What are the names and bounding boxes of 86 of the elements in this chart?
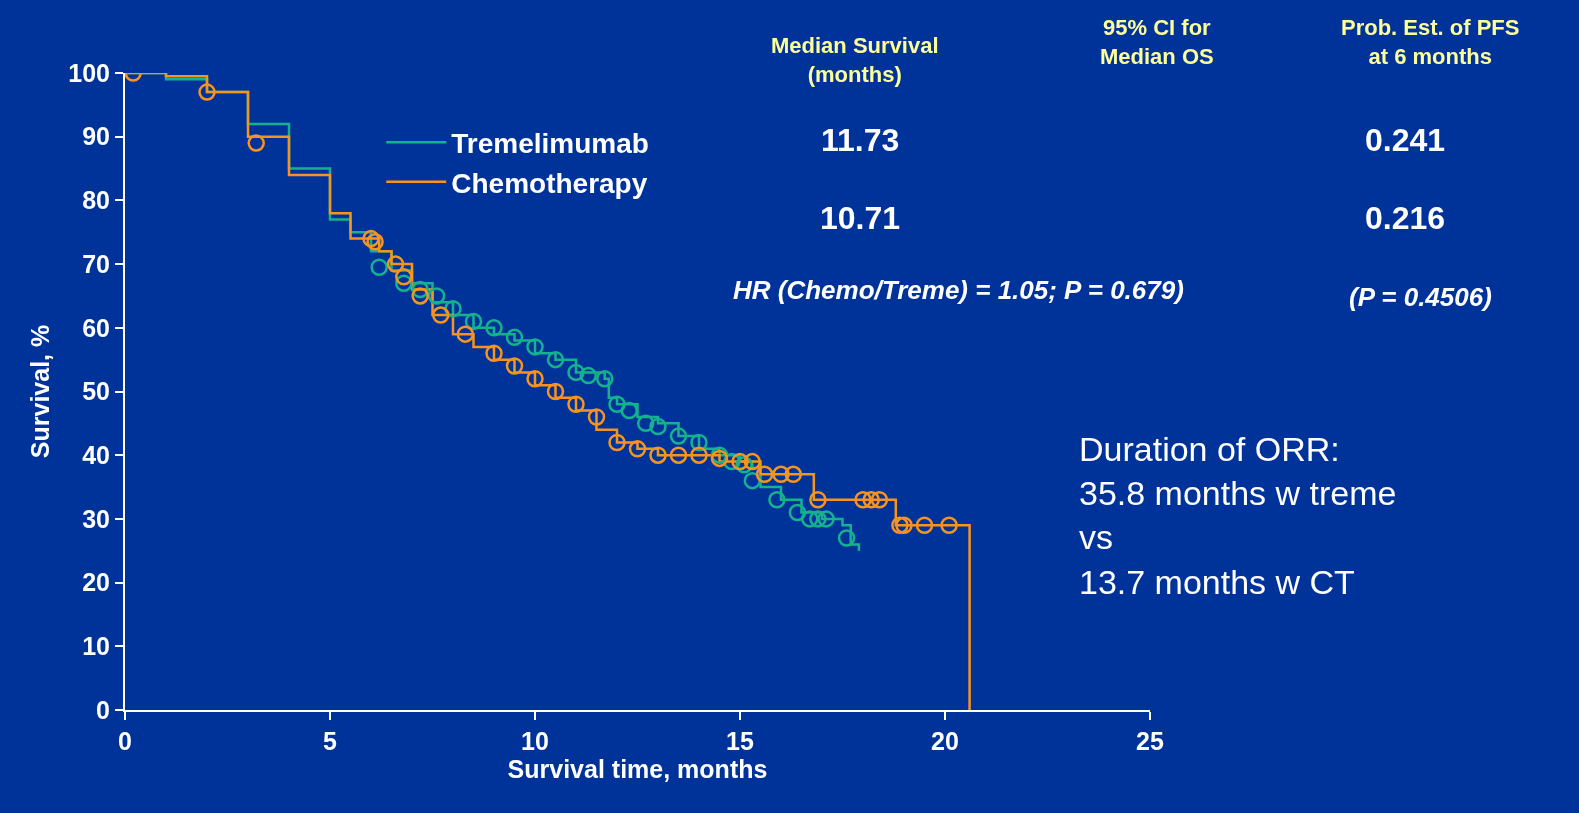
point bbox=[649, 446, 667, 464]
point bbox=[784, 465, 803, 484]
point bbox=[755, 465, 774, 484]
point bbox=[800, 510, 819, 528]
y-tick-label: 70 bbox=[82, 249, 110, 278]
point bbox=[595, 370, 614, 388]
point bbox=[579, 366, 598, 385]
point bbox=[870, 491, 889, 509]
annotation: Median Survival (months) bbox=[771, 33, 939, 87]
point bbox=[628, 440, 647, 458]
point bbox=[809, 491, 827, 509]
text: (P = 0.4506) bbox=[1349, 282, 1492, 312]
x-tick-label: 10 bbox=[521, 727, 549, 755]
point bbox=[768, 491, 786, 509]
y-tick-label: 20 bbox=[82, 568, 110, 597]
point bbox=[817, 510, 835, 528]
point bbox=[526, 370, 544, 388]
y-tick-label: 80 bbox=[82, 186, 110, 215]
point bbox=[620, 401, 639, 420]
point bbox=[464, 312, 483, 331]
legend-label: Chemotherapy bbox=[451, 167, 648, 199]
point bbox=[636, 414, 655, 433]
point bbox=[608, 395, 626, 413]
point bbox=[567, 363, 585, 382]
point bbox=[198, 83, 216, 101]
point bbox=[546, 350, 565, 369]
point bbox=[546, 382, 565, 401]
point bbox=[772, 465, 790, 484]
point bbox=[895, 516, 913, 535]
point bbox=[485, 344, 503, 363]
point bbox=[788, 503, 807, 522]
point bbox=[669, 427, 688, 445]
point bbox=[891, 516, 909, 535]
point bbox=[505, 357, 524, 375]
y-tick-label: 90 bbox=[82, 122, 110, 151]
legend-label: Tremelimumab bbox=[451, 128, 649, 160]
annotation: HR (Chemo/Treme) = 1.05; P = 0.679) bbox=[733, 275, 1184, 305]
point bbox=[608, 433, 626, 452]
x-tick-label: 15 bbox=[726, 727, 754, 755]
y-tick-label: 10 bbox=[82, 632, 110, 661]
y-tick-label: 0 bbox=[96, 695, 110, 724]
y-tick-label: 30 bbox=[82, 504, 110, 533]
point bbox=[485, 319, 503, 337]
point bbox=[731, 452, 749, 471]
point bbox=[456, 325, 475, 343]
point bbox=[743, 452, 762, 471]
point bbox=[862, 491, 880, 509]
point bbox=[710, 449, 729, 468]
annotation: 11.73 bbox=[821, 122, 900, 158]
point bbox=[386, 255, 405, 273]
point bbox=[431, 306, 450, 324]
annotation: 10.71 bbox=[820, 200, 901, 236]
y-tick-label: 60 bbox=[82, 313, 110, 342]
x-tick-label: 0 bbox=[118, 727, 132, 755]
point bbox=[411, 287, 429, 305]
point bbox=[940, 516, 958, 535]
point bbox=[247, 134, 265, 152]
annotation: Duration of ORR: 35.8 months w treme vs 13.7 months w CT bbox=[1079, 430, 1397, 601]
y-tick-label: 100 bbox=[68, 58, 110, 87]
point bbox=[587, 408, 606, 426]
x-tick-label: 25 bbox=[1136, 727, 1164, 755]
point bbox=[526, 338, 544, 356]
text: 0.241 bbox=[1365, 122, 1446, 158]
point bbox=[915, 516, 934, 535]
point bbox=[362, 229, 380, 248]
text: 95% CI for Median OS bbox=[1100, 15, 1214, 69]
point bbox=[809, 510, 827, 528]
point bbox=[567, 395, 585, 413]
point bbox=[837, 529, 856, 547]
point bbox=[669, 446, 688, 464]
point bbox=[366, 233, 384, 251]
x-tick-label: 5 bbox=[323, 727, 338, 755]
point bbox=[854, 491, 872, 509]
y-axis-title: Survival, % bbox=[25, 324, 54, 459]
point bbox=[649, 417, 667, 436]
text: Prob. Est. of PFS at 6 months bbox=[1341, 15, 1520, 69]
x-axis-title: Survival time, months bbox=[507, 755, 768, 783]
y-tick-label: 40 bbox=[82, 440, 110, 469]
point bbox=[370, 258, 388, 277]
point bbox=[505, 328, 524, 347]
point bbox=[690, 446, 708, 464]
y-tick-label: 50 bbox=[82, 377, 110, 406]
point bbox=[427, 287, 446, 305]
point bbox=[395, 268, 413, 286]
text: 0.216 bbox=[1365, 200, 1446, 236]
x-tick-label: 20 bbox=[931, 727, 959, 755]
